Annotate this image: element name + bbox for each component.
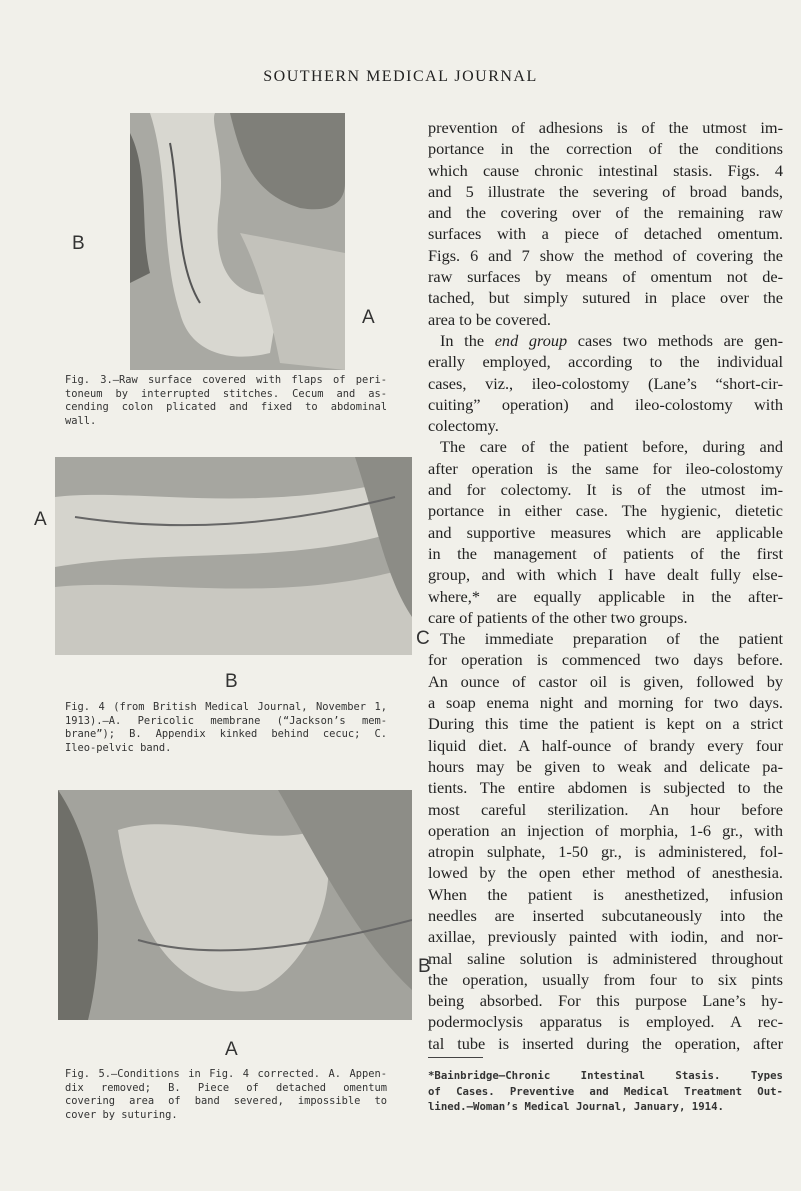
body-line: Figs. 6 and 7 show the method of coverin… xyxy=(428,245,783,265)
body-line: needles are inserted subcutaneously into… xyxy=(428,905,783,925)
body-line: tients. The entire abdomen is subjected … xyxy=(428,778,783,798)
body-line: most careful sterilization. An hour befo… xyxy=(428,799,783,819)
body-line: area to be covered. xyxy=(428,309,551,329)
body-line: liquid diet. A half-ounce of brandy ever… xyxy=(428,735,783,755)
figure-label: A xyxy=(362,307,375,328)
text-run: In the xyxy=(440,330,495,350)
caption-line: cending colon plicated and fixed to abdo… xyxy=(65,401,387,413)
figure-label: B xyxy=(418,956,431,977)
body-line: portance in the correction of the condit… xyxy=(428,139,783,159)
figure-caption: Fig. 5.—Conditions in Fig. 4 corrected. … xyxy=(65,1068,387,1122)
figure-caption: Fig. 3.—Raw surface covered with flaps o… xyxy=(65,374,387,428)
figure-3-drawing xyxy=(130,113,345,370)
body-line: mal saline solution is administered thro… xyxy=(428,948,783,968)
caption-line: dix removed; B. Piece of detached omentu… xyxy=(65,1081,387,1094)
body-line: being absorbed. For this purpose Lane’s … xyxy=(428,991,783,1011)
footnote-rule xyxy=(428,1057,483,1058)
body-line: and supportive measures which are applic… xyxy=(428,522,783,542)
figure-4-illustration xyxy=(55,457,412,655)
body-line: tached, but simply sutured in place over… xyxy=(428,288,783,308)
body-line: The care of the patient before, during a… xyxy=(440,437,783,457)
figure-label: A xyxy=(225,1039,238,1060)
body-line: podermoclysis apparatus is employed. A r… xyxy=(428,1012,783,1032)
body-line: and the covering over of the remaining r… xyxy=(428,203,783,223)
footnote-line: *Bainbridge—Chronic Intestinal Stasis. T… xyxy=(428,1069,783,1082)
body-line: The immediate preparation of the patient xyxy=(440,629,783,649)
body-line: and for colectomy. It is of the utmost i… xyxy=(428,480,783,500)
caption-line: Fig. 5.—Conditions in Fig. 4 corrected. … xyxy=(65,1068,387,1080)
running-header: SOUTHERN MEDICAL JOURNAL xyxy=(263,68,538,85)
figure-caption: Fig. 4 (from British Medical Journal, No… xyxy=(65,701,387,755)
figure-5-illustration xyxy=(58,790,412,1020)
caption-line: brane”); B. Appendix kinked behind cecuc… xyxy=(65,728,387,740)
body-line: raw surfaces by means of omentum not de- xyxy=(428,267,783,287)
body-line: colectomy. xyxy=(428,416,499,436)
body-line: axillae, previously painted with iodin, … xyxy=(428,927,783,947)
body-line: In the end group cases two methods are g… xyxy=(428,330,783,351)
body-line: atropin sulphate, 1-50 gr., is administe… xyxy=(428,842,783,862)
footnote-line: of Cases. Preventive and Medical Treatme… xyxy=(428,1084,783,1098)
caption-line: 1913).—A. Pericolic membrane (“Jackson’s… xyxy=(65,714,387,727)
body-line: cases, viz., ileo-colostomy (Lane’s “sho… xyxy=(428,373,783,393)
body-line: prevention of adhesions is of the utmost… xyxy=(428,118,783,137)
body-line: An ounce of castor oil is given, followe… xyxy=(428,671,783,691)
body-line: and 5 illustrate the severing of broad b… xyxy=(428,181,783,201)
caption-line: Fig. 4 (from British Medical Journal, No… xyxy=(65,701,387,713)
caption-line: wall. xyxy=(65,414,97,427)
body-line: which cause chronic intestinal stasis. F… xyxy=(428,160,783,180)
footnote-line: lined.—Woman’s Medical Journal, January,… xyxy=(428,1100,724,1113)
body-line: operation an injection of morphia, 1-6 g… xyxy=(428,820,783,840)
body-line: the operation, usually from four to six … xyxy=(428,969,783,989)
figure-label: B xyxy=(72,233,85,254)
body-line: for operation is commenced two days befo… xyxy=(428,650,783,670)
figure-label: C xyxy=(416,628,430,649)
footnote: *Bainbridge—Chronic Intestinal Stasis. T… xyxy=(428,1068,783,1115)
figure-3-illustration xyxy=(130,113,345,370)
figure-label: B xyxy=(225,671,238,692)
body-line: cuiting” operation) and ileo-colostomy w… xyxy=(428,394,783,414)
body-line: When the patient is anesthetized, infusi… xyxy=(428,884,783,904)
caption-line: Fig. 3.—Raw surface covered with flaps o… xyxy=(65,374,387,386)
figure-label: A xyxy=(34,509,47,530)
body-line: where,* are equally applicable in the af… xyxy=(428,586,783,606)
body-line: in the management of patients of the fir… xyxy=(428,543,783,563)
caption-line: Ileo-pelvic band. xyxy=(65,741,172,754)
body-line: hours may be given to weak and delicate … xyxy=(428,756,783,776)
figure-5-drawing xyxy=(58,790,412,1020)
body-line: tal tube is inserted during the operatio… xyxy=(428,1033,783,1053)
body-line: lowed by the open ether method of anesth… xyxy=(428,863,783,883)
body-line: group, and with which I have dealt fully… xyxy=(428,565,783,585)
caption-line: toneum by interrupted stitches. Cecum an… xyxy=(65,387,387,400)
text-run: end group xyxy=(494,330,568,350)
body-line: erally employed, according to the indivi… xyxy=(428,352,783,372)
body-line: portance in either case. The hygienic, d… xyxy=(428,501,783,521)
body-line: care of patients of the other two groups… xyxy=(428,607,688,627)
caption-line: cover by suturing. xyxy=(65,1108,178,1121)
text-run: cases two methods are gen- xyxy=(567,330,784,350)
body-line: after operation is the same for ileo-col… xyxy=(428,458,783,478)
body-column: prevention of adhesions is of the utmost… xyxy=(428,117,783,1054)
figure-4-drawing xyxy=(55,457,412,655)
caption-line: covering area of band severed, impossibl… xyxy=(65,1095,387,1107)
body-line: surfaces with a piece of detached omentu… xyxy=(428,224,783,244)
body-line: During this time the patient is kept on … xyxy=(428,714,783,734)
body-line: a soap enema night and morning for two d… xyxy=(428,693,783,713)
